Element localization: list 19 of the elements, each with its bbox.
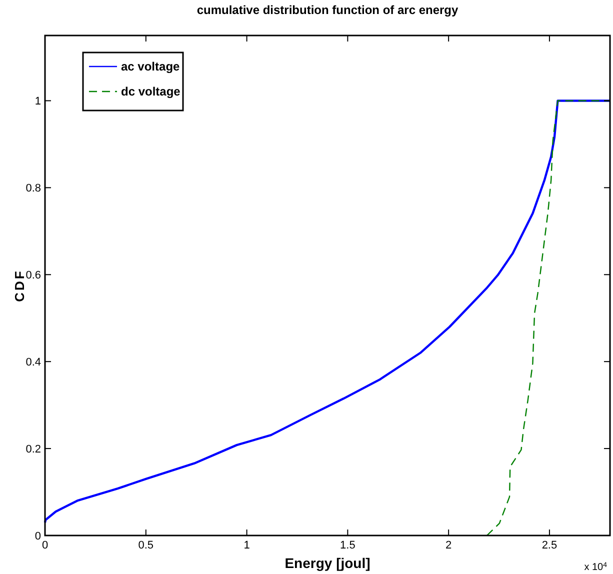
x-tick-label: 1.5	[340, 540, 356, 552]
y-axis-title: CDF	[12, 269, 27, 302]
x-tick-label: 1	[244, 540, 250, 552]
text: x 10$^{4}$	[584, 562, 608, 573]
y-tick-label: 0.8	[26, 182, 41, 195]
y-tick-label: 0	[34, 530, 41, 542]
chart-title: cumulative distribution function of arc energy	[196, 3, 458, 17]
x-tick-label: 0.5	[138, 540, 154, 552]
legend-label: ac voltage	[121, 60, 180, 74]
x-tick-label: 2	[446, 540, 452, 552]
y-tick-label: 0.2	[26, 444, 41, 456]
x-tick-label: 2.5	[542, 540, 558, 552]
legend-label: dc voltage	[121, 84, 181, 98]
x-axis-title: Energy [joul]	[284, 555, 370, 571]
line-series	[44, 100, 612, 524]
y-tick-label: 0.6	[26, 270, 41, 282]
y-tick-label: 1	[34, 96, 41, 108]
y-tick-label: 0.4	[26, 356, 41, 369]
line-series	[486, 100, 611, 536]
